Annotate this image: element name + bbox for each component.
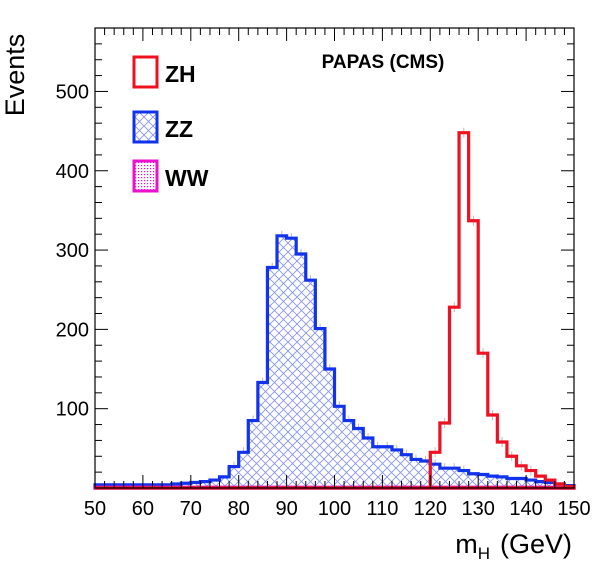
legend-swatch xyxy=(132,55,159,89)
legend-entry-zz: ZZ xyxy=(132,110,193,144)
y-tick-label: 400 xyxy=(56,161,89,183)
legend-label: ZZ xyxy=(165,116,193,142)
x-axis-title-subscript: H xyxy=(478,544,490,563)
x-tick-label: 60 xyxy=(132,498,154,520)
x-tick-label: 80 xyxy=(228,498,250,520)
x-tick-label: 100 xyxy=(318,498,351,520)
axes: 50 60 70 80 90 100 110 120 130 140 150 100 200 300 400… xyxy=(56,27,591,520)
x-tick-label: 90 xyxy=(275,498,297,520)
legend-swatch xyxy=(132,159,159,193)
series-zz-histogram xyxy=(93,234,576,490)
y-tick-label: 300 xyxy=(56,240,89,262)
y-axis-title: Events xyxy=(0,34,30,117)
x-tick-label: 70 xyxy=(180,498,202,520)
x-tick-label: 140 xyxy=(509,498,542,520)
x-axis-title: mH (GeV) xyxy=(455,529,572,563)
legend-label: ZH xyxy=(165,61,196,87)
plot-title: PAPAS (CMS) xyxy=(322,52,445,73)
legend-entry-ww: WW xyxy=(132,159,209,193)
x-axis-title-main: m xyxy=(455,529,478,559)
x-tick-label: 50 xyxy=(84,498,106,520)
x-tick-label: 110 xyxy=(366,498,398,520)
series-zz xyxy=(93,230,576,490)
legend-swatch xyxy=(132,110,159,144)
x-axis-title-unit: (GeV) xyxy=(500,529,572,559)
legend-label: WW xyxy=(165,165,209,191)
legend: ZH ZZ WW xyxy=(132,55,209,193)
y-tick-label: 500 xyxy=(56,81,89,103)
legend-entry-zh: ZH xyxy=(132,55,196,89)
y-tick-label: 100 xyxy=(56,399,89,421)
x-tick-label: 150 xyxy=(557,498,590,520)
x-tick-label: 120 xyxy=(414,498,447,520)
y-tick-label: 200 xyxy=(56,319,89,341)
x-tick-label: 130 xyxy=(462,498,495,520)
